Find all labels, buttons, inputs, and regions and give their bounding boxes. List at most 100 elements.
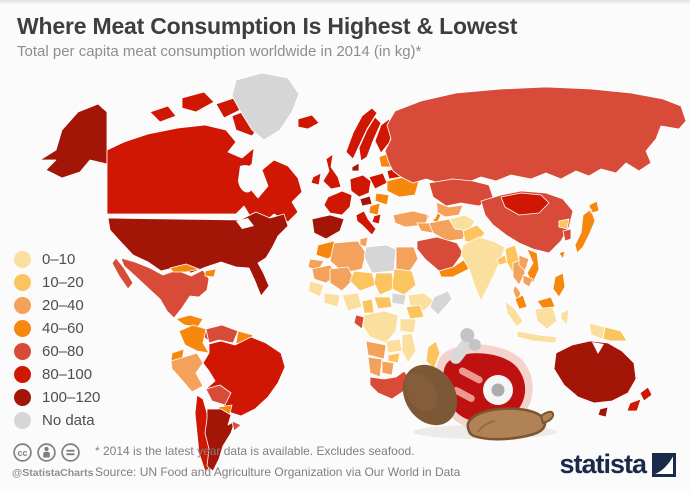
map-region-philippines [552,272,566,298]
map-region-brazil [202,336,286,417]
map-region-venezuela [205,324,239,344]
map-region-mali [329,266,355,292]
map-region-angola [365,340,387,360]
map-region-madagascar [425,340,441,370]
map-region-egypt [395,246,419,272]
map-region-peru [170,352,204,393]
map-region-somalia [429,290,453,316]
map-region-kenya [405,304,425,320]
map-region-niger [349,270,377,292]
map-region-gabon [353,314,365,330]
map-region-algeria [329,240,367,274]
map-region-norway [345,107,378,160]
page-subtitle: Total per capita meat consumption worldw… [17,43,422,60]
map-region-china [480,190,574,254]
map-region-zambia [385,338,403,354]
legend-item: 60–80 [14,343,100,360]
map-region-japan [574,200,600,254]
map-region-greece [371,213,382,225]
legend-item: 100–120 [14,389,100,406]
map-region-south-sudan [391,292,407,306]
map-region-canada [106,124,303,225]
legend-swatch [14,320,31,337]
map-region-cameroon [361,298,375,314]
map-region-greenland [231,72,300,141]
legend-item: 20–40 [14,297,100,314]
legend-label: 80–100 [42,366,93,383]
map-region-dr-congo [361,310,399,344]
map-region-senegal-guinea [307,280,325,298]
map-region-mexico [111,257,210,319]
map-region-spain-portugal [311,214,345,240]
statista-charts-handle: @StatistaCharts [12,467,94,479]
map-region-russia [384,86,687,184]
map-region-cuba [169,263,200,273]
statista-logo-icon [652,452,676,477]
map-region-libya [363,244,397,274]
map-region-germany [349,174,372,198]
map-region-tunisia [359,236,369,248]
cc-by-icon[interactable] [37,443,56,462]
map-region-poland [368,172,388,190]
map-region-mozambique [401,332,417,364]
caspian-sea [426,198,438,220]
map-region-malaysia [514,294,556,310]
map-region-south-korea [562,228,572,242]
map-region-vietnam [526,248,540,284]
map-region-taiwan [558,250,566,260]
legend-item: No data [14,412,100,429]
map-region-central-african-republic [373,296,393,310]
cc-icon[interactable]: cc [13,443,32,462]
map-region-guatemala-honduras [175,314,204,328]
map-region-australia [553,340,637,418]
map-region-sudan [391,268,417,296]
legend-label: 100–120 [42,389,101,406]
legend-label: 20–40 [42,297,84,314]
map-region-indonesia [504,300,606,344]
black-sea [392,200,412,210]
legend-label: 40–60 [42,320,84,337]
map-region-chad [373,272,395,296]
map-region-afghanistan [448,214,476,232]
gulf-of-carpentaria [592,342,604,354]
legend-item: 40–60 [14,320,100,337]
great-lakes [236,218,254,229]
map-region-denmark [351,162,360,172]
legend-label: 60–80 [42,343,84,360]
license-icons[interactable]: cc [13,443,80,462]
map-region-zimbabwe [387,352,401,364]
legend-label: 0–10 [42,251,76,268]
map-region-tanzania [399,318,417,334]
map-region-france [323,190,353,216]
legend-label: No data [42,412,95,429]
page-title: Where Meat Consumption Is Highest & Lowe… [17,13,518,39]
map-region-cambodia [522,274,534,288]
map-region-botswana [381,360,395,376]
map-region-new-zealand [626,386,653,412]
map-region-united-states [107,211,289,297]
cc-nd-icon[interactable] [61,443,80,462]
map-region-ireland [310,172,322,186]
legend-swatch [14,251,31,268]
legend: 0–10 10–20 20–40 40–60 60–80 80–100 100–120 No … [14,251,100,429]
top-border [0,0,690,5]
map-region-sweden [358,116,382,162]
map-region-nigeria [341,292,363,312]
map-region-iraq [416,222,434,234]
legend-swatch [14,343,31,360]
map-region-laos [518,254,530,272]
legend-swatch [14,297,31,314]
legend-swatch [14,389,31,406]
map-region-austria [359,195,373,207]
statista-logo[interactable]: statista [559,451,676,478]
map-region-balkans [368,202,381,216]
map-region-romania [374,192,390,206]
map-region-mongolia [500,192,550,216]
legend-item: 0–10 [14,251,100,268]
legend-item: 80–100 [14,366,100,383]
svg-text:cc: cc [17,448,27,458]
map-region-italy [355,210,377,236]
map-region-iceland [297,114,320,130]
